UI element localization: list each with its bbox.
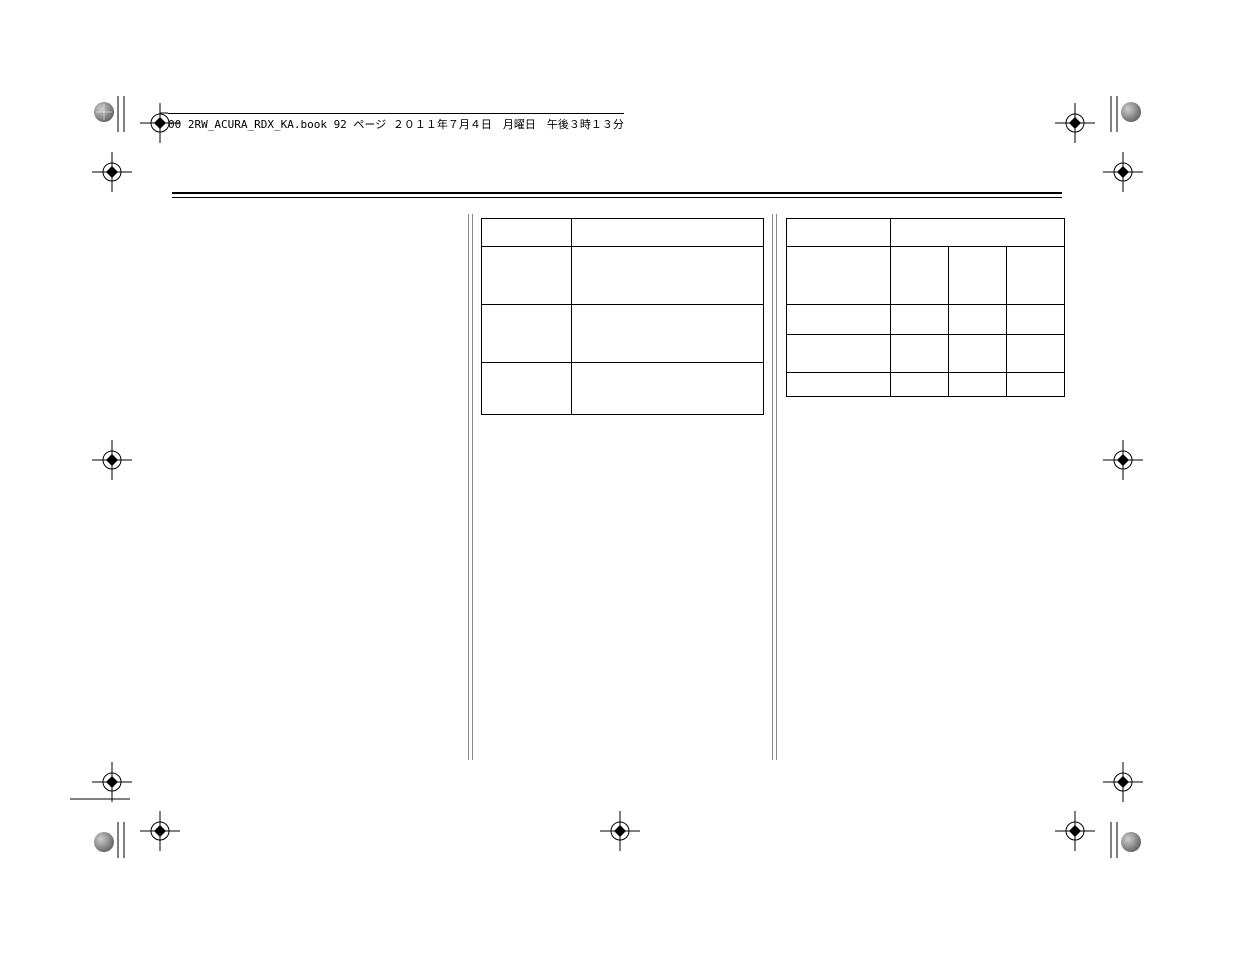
corner-guides-icon: [0, 0, 1235, 954]
page: 00 2RW_ACURA_RDX_KA.book 92 ページ ２０１１年７月４…: [0, 0, 1235, 954]
